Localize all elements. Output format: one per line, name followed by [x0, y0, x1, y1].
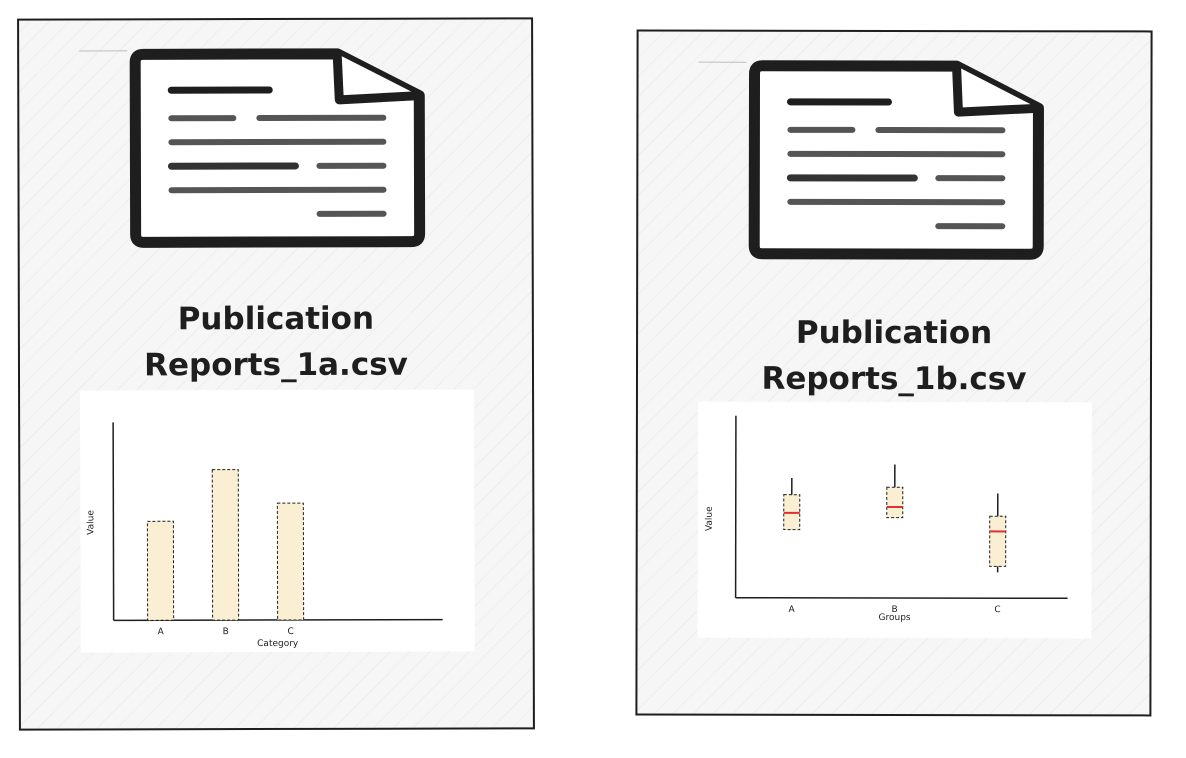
x-tick-label-b: B	[223, 627, 229, 637]
y-axis	[112, 422, 115, 621]
bar-a	[146, 520, 175, 621]
document-icon	[748, 60, 1044, 260]
bar-b	[211, 469, 240, 621]
x-tick-label-b: B	[891, 605, 897, 615]
x-tick-label-c: C	[994, 605, 1000, 615]
box-b	[886, 486, 904, 519]
file-title-line-1: Publication	[177, 300, 375, 338]
y-axis-label: Value	[705, 506, 715, 531]
box-c	[989, 515, 1007, 567]
decorative-line	[698, 61, 747, 63]
file-card-1b[interactable]: Publication Reports_1b.csv A B C Groups Valu…	[635, 29, 1153, 717]
file-title: Publication Reports_1a.csv	[20, 295, 532, 388]
x-tick-label-c: C	[288, 627, 294, 637]
x-axis-label: Category	[257, 639, 299, 649]
x-axis-label: Groups	[879, 613, 911, 623]
x-tick-label-a: A	[158, 627, 165, 637]
box-plot: A B C Groups Value	[705, 415, 1068, 623]
file-title-line-1: Publication	[795, 314, 993, 352]
bar-chart-panel: A B C Category Value	[80, 389, 475, 653]
y-axis-label: Value	[86, 510, 96, 535]
decorative-line	[79, 50, 128, 52]
box-plot-panel: A B C Groups Value	[697, 401, 1092, 639]
file-title-line-2: Reports_1b.csv	[761, 360, 1027, 398]
bar-chart: A B C Category Value	[86, 422, 443, 649]
file-card-1a[interactable]: Publication Reports_1a.csv A B C Category Va…	[17, 17, 535, 731]
x-axis	[735, 596, 1068, 600]
bar-c	[276, 502, 305, 621]
document-icon	[129, 48, 426, 248]
file-title: Publication Reports_1b.csv	[638, 310, 1150, 403]
x-tick-label-a: A	[788, 605, 795, 615]
file-title-line-2: Reports_1a.csv	[144, 346, 408, 384]
